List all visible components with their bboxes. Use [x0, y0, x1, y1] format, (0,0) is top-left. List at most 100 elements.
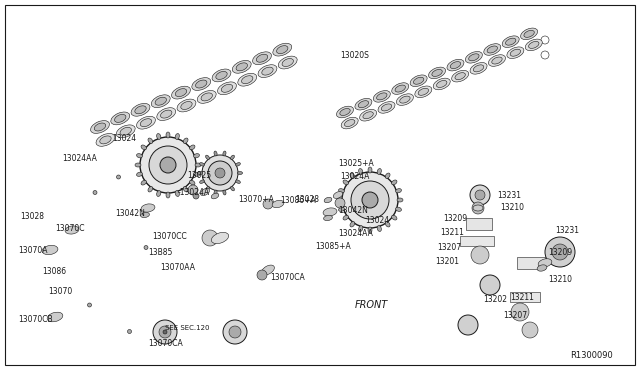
Ellipse shape — [278, 56, 297, 69]
Ellipse shape — [410, 75, 427, 87]
Ellipse shape — [415, 86, 432, 97]
Circle shape — [351, 181, 389, 219]
Bar — [466, 218, 492, 230]
Ellipse shape — [135, 163, 141, 167]
Ellipse shape — [151, 95, 170, 108]
Circle shape — [202, 155, 238, 191]
Text: R1300090: R1300090 — [570, 350, 612, 359]
Bar — [460, 236, 494, 246]
Ellipse shape — [502, 36, 519, 48]
Ellipse shape — [236, 63, 248, 71]
Ellipse shape — [397, 198, 403, 202]
Ellipse shape — [65, 226, 79, 234]
Ellipse shape — [214, 190, 217, 195]
Ellipse shape — [166, 192, 170, 198]
Ellipse shape — [396, 94, 413, 105]
Ellipse shape — [223, 151, 226, 156]
Circle shape — [257, 270, 267, 280]
Circle shape — [342, 172, 398, 228]
Ellipse shape — [337, 106, 353, 118]
Ellipse shape — [465, 51, 483, 63]
Circle shape — [188, 185, 198, 195]
Ellipse shape — [175, 190, 179, 196]
Ellipse shape — [350, 173, 355, 179]
Ellipse shape — [377, 169, 381, 174]
Ellipse shape — [175, 89, 187, 97]
Ellipse shape — [272, 200, 284, 208]
Ellipse shape — [447, 59, 464, 71]
Circle shape — [88, 303, 92, 307]
Text: 13B85: 13B85 — [148, 247, 172, 257]
Ellipse shape — [136, 154, 142, 158]
Ellipse shape — [120, 127, 131, 135]
Ellipse shape — [324, 197, 332, 203]
Ellipse shape — [396, 189, 401, 193]
Ellipse shape — [436, 80, 447, 87]
Ellipse shape — [358, 101, 369, 108]
Ellipse shape — [189, 180, 195, 185]
Ellipse shape — [337, 198, 343, 202]
Ellipse shape — [452, 70, 468, 82]
Text: 13207: 13207 — [437, 243, 461, 251]
Text: 13070A: 13070A — [18, 246, 47, 254]
Ellipse shape — [211, 232, 228, 244]
Polygon shape — [60, 226, 88, 326]
Text: 13070C: 13070C — [55, 224, 84, 232]
Polygon shape — [332, 280, 358, 310]
Circle shape — [362, 192, 378, 208]
Text: 13211: 13211 — [510, 294, 534, 302]
Ellipse shape — [131, 103, 150, 116]
Ellipse shape — [376, 93, 387, 100]
Ellipse shape — [180, 102, 192, 109]
Ellipse shape — [192, 78, 211, 90]
Ellipse shape — [350, 222, 355, 227]
Ellipse shape — [468, 54, 479, 61]
Text: 13024A: 13024A — [340, 171, 369, 180]
Ellipse shape — [116, 125, 135, 138]
Bar — [510, 292, 540, 302]
Ellipse shape — [413, 77, 424, 84]
Ellipse shape — [323, 208, 337, 216]
Ellipse shape — [507, 47, 524, 58]
Ellipse shape — [529, 41, 539, 48]
Text: 13024AA: 13024AA — [338, 228, 373, 237]
Ellipse shape — [189, 145, 195, 150]
Ellipse shape — [200, 163, 204, 166]
Ellipse shape — [358, 169, 363, 174]
Ellipse shape — [200, 188, 209, 196]
Text: 13209: 13209 — [443, 214, 467, 222]
Ellipse shape — [136, 172, 142, 176]
Text: 13025+A: 13025+A — [338, 158, 374, 167]
Circle shape — [470, 185, 490, 205]
Ellipse shape — [205, 155, 209, 160]
Ellipse shape — [197, 90, 216, 103]
Ellipse shape — [221, 84, 233, 92]
Ellipse shape — [236, 180, 241, 183]
Ellipse shape — [340, 109, 350, 115]
Circle shape — [541, 36, 549, 44]
Text: FRONT: FRONT — [355, 300, 388, 310]
Text: 13086: 13086 — [42, 267, 66, 276]
Ellipse shape — [230, 155, 234, 160]
Ellipse shape — [196, 80, 207, 88]
Text: -13024A: -13024A — [178, 187, 210, 196]
Ellipse shape — [183, 138, 188, 144]
Ellipse shape — [157, 134, 161, 140]
Ellipse shape — [166, 132, 170, 138]
Text: 13024AA: 13024AA — [62, 154, 97, 163]
Ellipse shape — [377, 225, 381, 231]
Ellipse shape — [140, 119, 152, 127]
Ellipse shape — [141, 204, 155, 212]
Circle shape — [127, 330, 131, 334]
Ellipse shape — [177, 99, 196, 112]
Text: 13231: 13231 — [497, 190, 521, 199]
Circle shape — [93, 190, 97, 195]
Ellipse shape — [194, 154, 200, 158]
Ellipse shape — [155, 97, 166, 105]
Ellipse shape — [510, 49, 520, 56]
Ellipse shape — [198, 171, 202, 174]
Ellipse shape — [238, 73, 257, 86]
Ellipse shape — [273, 43, 292, 56]
Ellipse shape — [360, 109, 376, 121]
Circle shape — [541, 51, 549, 59]
